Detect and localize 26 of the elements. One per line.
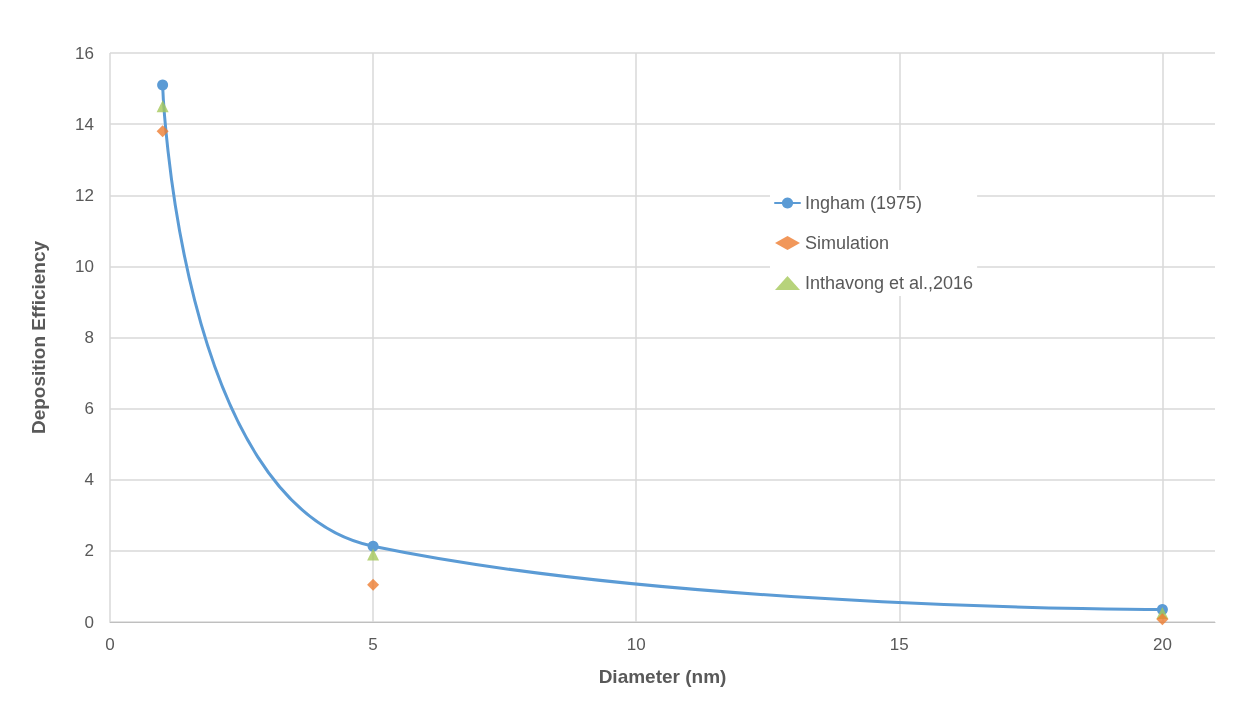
y-tick-label: 4 <box>84 470 94 490</box>
x-tick-label: 20 <box>1152 635 1172 654</box>
point <box>367 578 380 591</box>
point <box>367 540 379 552</box>
y-tick-label: 2 <box>84 541 94 561</box>
x-tick-label: 0 <box>105 635 115 654</box>
y-tick-label: 16 <box>75 43 94 63</box>
legend-label: Simulation <box>805 233 890 253</box>
x-axis-title: Diameter (nm) <box>598 666 727 687</box>
point <box>156 100 169 113</box>
x-tick-label: 15 <box>889 635 909 654</box>
y-tick-label: 14 <box>75 114 94 134</box>
point <box>156 125 169 138</box>
x-tick-label: 5 <box>368 635 378 654</box>
point <box>157 79 169 91</box>
x-tick-label: 10 <box>626 635 646 654</box>
y-axis-title: Deposition Efficiency <box>28 240 49 435</box>
point <box>367 548 380 561</box>
legend-label: Inthavong et al.,2016 <box>805 273 974 293</box>
legend-label: Ingham (1975) <box>805 193 923 213</box>
y-tick-label: 12 <box>75 185 94 205</box>
y-tick-label: 10 <box>75 256 94 276</box>
point <box>1156 613 1169 626</box>
y-tick-label: 0 <box>84 612 94 632</box>
y-tick-label: 6 <box>84 399 94 419</box>
y-tick-label: 8 <box>84 328 94 347</box>
